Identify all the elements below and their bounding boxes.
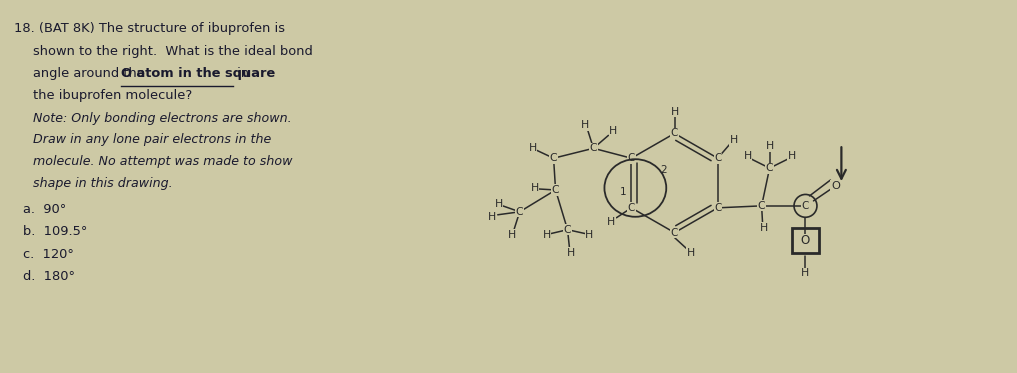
Text: C: C — [671, 128, 678, 138]
Text: C: C — [563, 225, 572, 235]
Text: H: H — [607, 217, 615, 227]
Text: C: C — [671, 228, 678, 238]
Text: d.  180°: d. 180° — [23, 270, 75, 283]
Text: C: C — [801, 201, 810, 211]
Text: H: H — [507, 230, 516, 239]
Text: Note: Only bonding electrons are shown.: Note: Only bonding electrons are shown. — [34, 112, 292, 125]
Text: shown to the right.  What is the ideal bond: shown to the right. What is the ideal bo… — [34, 44, 313, 57]
Text: H: H — [542, 230, 551, 239]
Text: C: C — [758, 201, 766, 211]
Text: O: O — [800, 234, 811, 247]
Text: a.  90°: a. 90° — [23, 203, 66, 216]
Text: H: H — [760, 223, 768, 233]
Text: the ibuprofen molecule?: the ibuprofen molecule? — [34, 89, 192, 102]
Text: C: C — [627, 203, 635, 213]
Text: H: H — [729, 135, 737, 145]
Text: H: H — [487, 212, 496, 222]
Text: C: C — [590, 143, 597, 153]
Text: H: H — [686, 248, 695, 257]
Text: H: H — [586, 230, 594, 239]
Text: H: H — [787, 151, 795, 161]
Text: C: C — [552, 185, 559, 195]
Text: H: H — [743, 151, 752, 161]
Bar — [791, 228, 820, 254]
Text: H: H — [582, 120, 590, 131]
Text: H: H — [529, 143, 537, 153]
Text: O: O — [831, 181, 840, 191]
Text: angle around the: angle around the — [34, 67, 149, 80]
Text: C: C — [714, 153, 721, 163]
Text: Draw in any lone pair electrons in the: Draw in any lone pair electrons in the — [34, 134, 272, 146]
Text: C: C — [766, 163, 773, 173]
Text: H: H — [531, 183, 539, 193]
Text: 18. (BAT 8K) The structure of ibuprofen is: 18. (BAT 8K) The structure of ibuprofen … — [14, 22, 286, 35]
Text: H: H — [766, 141, 774, 151]
Text: molecule. No attempt was made to show: molecule. No attempt was made to show — [34, 155, 293, 168]
Text: O atom in the square: O atom in the square — [121, 67, 275, 80]
Text: shape in this drawing.: shape in this drawing. — [34, 177, 173, 190]
Text: H: H — [670, 107, 678, 116]
Text: b.  109.5°: b. 109.5° — [23, 225, 87, 238]
Text: C: C — [627, 153, 635, 163]
Text: C: C — [550, 153, 557, 163]
Text: C: C — [714, 203, 721, 213]
Text: H: H — [609, 126, 617, 137]
Text: c.  120°: c. 120° — [23, 248, 74, 261]
Text: H: H — [566, 248, 575, 257]
Text: H: H — [801, 268, 810, 278]
Text: in: in — [233, 67, 249, 80]
Text: 2: 2 — [660, 165, 666, 175]
Text: H: H — [494, 199, 502, 209]
Text: C: C — [516, 207, 524, 217]
Text: 1: 1 — [620, 187, 626, 197]
